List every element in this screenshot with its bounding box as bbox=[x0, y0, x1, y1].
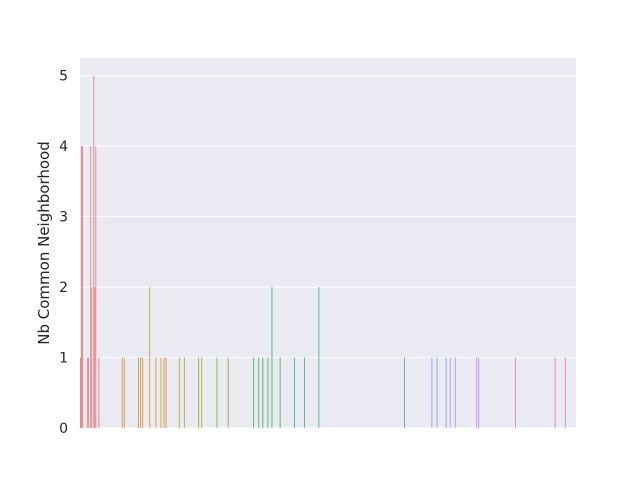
y-axis-label: Nb Common Neighborhood bbox=[35, 141, 53, 344]
bar bbox=[514, 357, 516, 428]
bar bbox=[262, 357, 264, 428]
bar bbox=[149, 287, 151, 428]
bar bbox=[476, 357, 478, 428]
bar bbox=[90, 146, 92, 428]
bar bbox=[271, 287, 273, 428]
bar bbox=[94, 287, 96, 428]
bar bbox=[81, 146, 82, 428]
bar bbox=[183, 357, 185, 428]
bar bbox=[88, 357, 90, 428]
bar bbox=[98, 357, 100, 428]
bar bbox=[554, 357, 556, 428]
bars bbox=[80, 75, 566, 429]
y-tick-label: 4 bbox=[59, 139, 68, 155]
bar bbox=[138, 357, 140, 428]
bar bbox=[198, 357, 200, 428]
bar bbox=[279, 357, 281, 428]
bar bbox=[123, 357, 125, 428]
bar bbox=[87, 357, 89, 428]
grid-lines bbox=[80, 75, 576, 429]
bar bbox=[293, 357, 295, 428]
bar bbox=[267, 357, 269, 428]
bar bbox=[454, 357, 456, 428]
bar bbox=[478, 357, 480, 428]
bar bbox=[165, 357, 167, 428]
bar bbox=[253, 357, 255, 428]
bar bbox=[216, 357, 218, 428]
bar bbox=[91, 287, 93, 428]
bar bbox=[93, 75, 95, 429]
bar bbox=[160, 357, 162, 428]
y-tick-label: 0 bbox=[59, 421, 68, 437]
bar bbox=[121, 357, 123, 428]
bar bbox=[318, 287, 320, 428]
bar bbox=[431, 357, 433, 428]
bar bbox=[163, 357, 165, 428]
bar bbox=[403, 357, 405, 428]
bar bbox=[258, 357, 260, 428]
bar bbox=[445, 357, 447, 428]
y-tick-labels: 0 1 2 3 4 5 bbox=[59, 69, 68, 437]
bar bbox=[227, 357, 229, 428]
bar bbox=[155, 357, 157, 428]
y-tick-label: 5 bbox=[59, 69, 68, 85]
y-tick-label: 1 bbox=[59, 351, 68, 367]
y-tick-label: 2 bbox=[59, 280, 68, 296]
bar bbox=[178, 357, 180, 428]
bar bbox=[82, 146, 83, 428]
bar bbox=[95, 146, 97, 428]
bar bbox=[80, 357, 81, 428]
plot-background bbox=[80, 58, 576, 428]
bar bbox=[140, 357, 142, 428]
bar bbox=[142, 357, 144, 428]
y-tick-label: 3 bbox=[59, 210, 68, 226]
bar bbox=[564, 357, 566, 428]
bar bbox=[201, 357, 203, 428]
bar bbox=[449, 357, 451, 428]
bar bbox=[304, 357, 306, 428]
bar bbox=[436, 357, 438, 428]
